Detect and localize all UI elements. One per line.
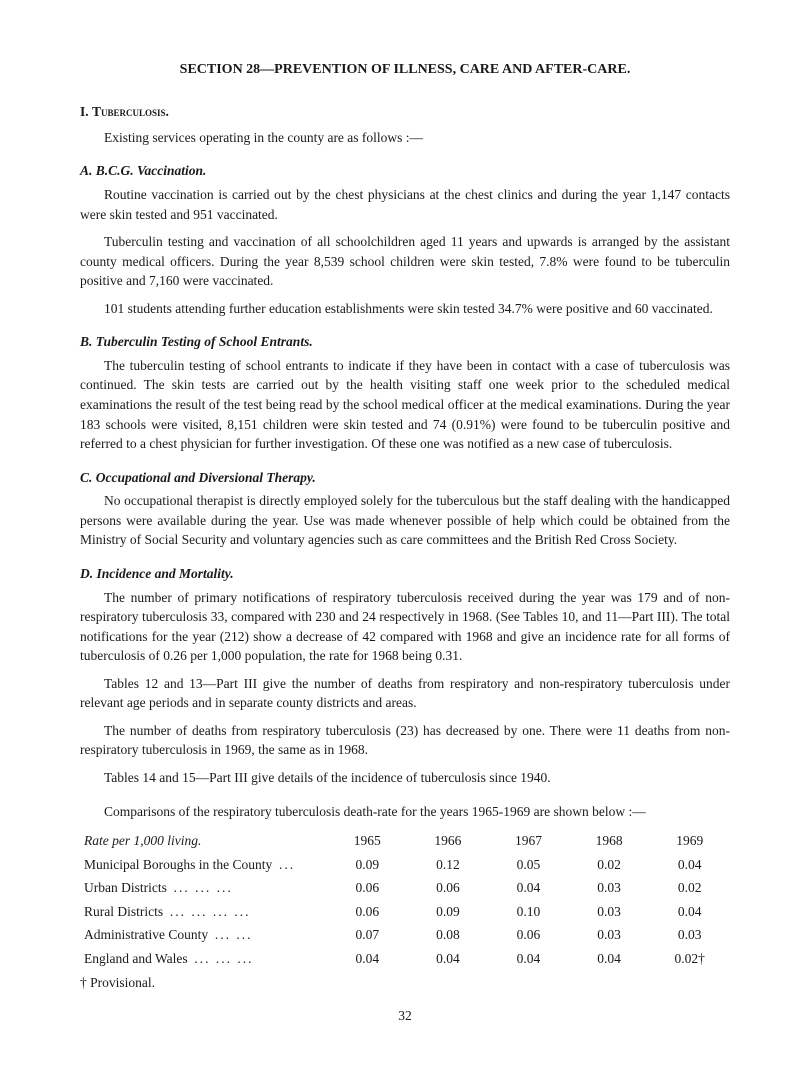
table-cell: 0.04: [408, 947, 489, 971]
table-cell: 0.03: [569, 900, 650, 924]
main-heading-title: Tuberculosis.: [92, 104, 169, 119]
para-a-2: Tuberculin testing and vaccination of al…: [80, 232, 730, 291]
main-heading-num: I.: [80, 104, 89, 119]
table-header-label: Rate per 1,000 living.: [80, 829, 327, 853]
table-intro: Comparisons of the respiratory tuberculo…: [80, 802, 730, 822]
table-cell: 0.03: [569, 923, 650, 947]
para-b-1: The tuberculin testing of school entrant…: [80, 356, 730, 454]
table-row-label: Municipal Boroughs in the County ...: [80, 853, 327, 877]
para-d-2: Tables 12 and 13—Part III give the numbe…: [80, 674, 730, 713]
table-cell: 0.04: [649, 853, 730, 877]
table-cell: 0.06: [488, 923, 569, 947]
subheading-b: B. Tuberculin Testing of School Entrants…: [80, 332, 730, 352]
subheading-a-letter: A.: [80, 163, 92, 178]
table-cell: 0.04: [488, 876, 569, 900]
table-cell: 0.02: [649, 876, 730, 900]
table-cell: 0.04: [569, 947, 650, 971]
table-cell: 0.06: [327, 900, 408, 924]
table-header-row: Rate per 1,000 living. 1965 1966 1967 19…: [80, 829, 730, 853]
subheading-a-title: B.C.G. Vaccination.: [96, 163, 207, 178]
table-year-2: 1967: [488, 829, 569, 853]
main-intro: Existing services operating in the count…: [80, 128, 730, 148]
table-row: England and Wales ... ... ... 0.04 0.04 …: [80, 947, 730, 971]
subheading-d-letter: D.: [80, 566, 93, 581]
table-row-label: Rural Districts ... ... ... ...: [80, 900, 327, 924]
subheading-a: A. B.C.G. Vaccination.: [80, 161, 730, 181]
table-row-label: England and Wales ... ... ...: [80, 947, 327, 971]
subheading-d-title: Incidence and Mortality.: [97, 566, 234, 581]
para-c-1: No occupational therapist is directly em…: [80, 491, 730, 550]
table-year-3: 1968: [569, 829, 650, 853]
para-d-1: The number of primary notifications of r…: [80, 588, 730, 666]
subheading-c-letter: C.: [80, 470, 92, 485]
page-number: 32: [80, 1006, 730, 1026]
table-row: Municipal Boroughs in the County ... 0.0…: [80, 853, 730, 877]
table-cell: 0.04: [488, 947, 569, 971]
table-cell: 0.02†: [649, 947, 730, 971]
subheading-d: D. Incidence and Mortality.: [80, 564, 730, 584]
table-cell: 0.03: [649, 923, 730, 947]
para-a-1: Routine vaccination is carried out by th…: [80, 185, 730, 224]
table-cell: 0.10: [488, 900, 569, 924]
main-heading: I. Tuberculosis.: [80, 102, 730, 122]
para-d-4: Tables 14 and 15—Part III give details o…: [80, 768, 730, 788]
para-d-3: The number of deaths from respiratory tu…: [80, 721, 730, 760]
table-cell: 0.02: [569, 853, 650, 877]
section-title: SECTION 28—PREVENTION OF ILLNESS, CARE A…: [80, 60, 730, 80]
para-a-3: 101 students attending further education…: [80, 299, 730, 319]
table-row: Urban Districts ... ... ... 0.06 0.06 0.…: [80, 876, 730, 900]
death-rate-table: Rate per 1,000 living. 1965 1966 1967 19…: [80, 829, 730, 970]
table-cell: 0.05: [488, 853, 569, 877]
subheading-c-title: Occupational and Diversional Therapy.: [96, 470, 316, 485]
table-cell: 0.04: [327, 947, 408, 971]
table-row: Rural Districts ... ... ... ... 0.06 0.0…: [80, 900, 730, 924]
table-cell: 0.09: [408, 900, 489, 924]
table-year-4: 1969: [649, 829, 730, 853]
table-cell: 0.04: [649, 900, 730, 924]
table-cell: 0.09: [327, 853, 408, 877]
table-row: Administrative County ... ... 0.07 0.08 …: [80, 923, 730, 947]
table-cell: 0.08: [408, 923, 489, 947]
table-cell: 0.06: [408, 876, 489, 900]
table-year-1: 1966: [408, 829, 489, 853]
table-cell: 0.12: [408, 853, 489, 877]
subheading-c: C. Occupational and Diversional Therapy.: [80, 468, 730, 488]
table-cell: 0.07: [327, 923, 408, 947]
subheading-b-letter: B.: [80, 334, 92, 349]
table-year-0: 1965: [327, 829, 408, 853]
table-row-label: Administrative County ... ...: [80, 923, 327, 947]
subheading-b-title: Tuberculin Testing of School Entrants.: [96, 334, 313, 349]
table-footnote: † Provisional.: [80, 973, 730, 993]
table-cell: 0.06: [327, 876, 408, 900]
table-cell: 0.03: [569, 876, 650, 900]
table-row-label: Urban Districts ... ... ...: [80, 876, 327, 900]
